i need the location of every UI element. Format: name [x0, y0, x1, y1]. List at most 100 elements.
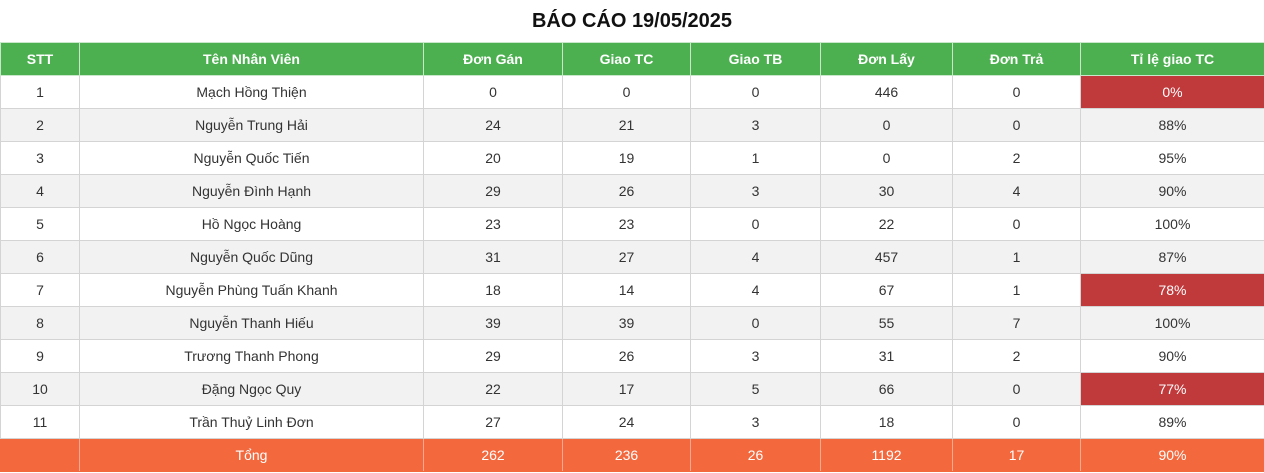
cell-delivered-failed: 4 [690, 273, 821, 307]
header-pickup-orders: Đơn Lấy [820, 42, 953, 76]
cell-success-rate: 0% [1080, 75, 1264, 109]
cell-return-orders: 0 [952, 372, 1081, 406]
cell-assigned-orders: 24 [423, 108, 563, 142]
total-success-rate: 90% [1080, 438, 1264, 472]
cell-success-rate: 90% [1080, 174, 1264, 208]
cell-stt: 2 [0, 108, 80, 142]
report-table: STT Tên Nhân Viên Đơn Gán Giao TC Giao T… [0, 42, 1264, 472]
cell-delivered-success: 26 [562, 174, 691, 208]
cell-return-orders: 1 [952, 240, 1081, 274]
cell-success-rate: 100% [1080, 207, 1264, 241]
cell-delivered-failed: 0 [690, 306, 821, 340]
cell-success-rate: 78% [1080, 273, 1264, 307]
cell-pickup-orders: 457 [820, 240, 953, 274]
cell-delivered-success: 39 [562, 306, 691, 340]
cell-assigned-orders: 23 [423, 207, 563, 241]
cell-return-orders: 2 [952, 141, 1081, 175]
cell-employee-name: Mạch Hồng Thiện [79, 75, 424, 109]
report-title: BÁO CÁO 19/05/2025 [531, 10, 733, 32]
cell-success-rate: 77% [1080, 372, 1264, 406]
table-footer: Tổng 262 236 26 1192 17 90% [0, 438, 1264, 472]
cell-pickup-orders: 446 [820, 75, 953, 109]
cell-delivered-failed: 0 [690, 75, 821, 109]
cell-delivered-failed: 3 [690, 174, 821, 208]
table-row: 8 Nguyễn Thanh Hiếu 39 39 0 55 7 100% [0, 306, 1264, 340]
cell-delivered-failed: 0 [690, 207, 821, 241]
total-stt [0, 438, 80, 472]
cell-return-orders: 0 [952, 207, 1081, 241]
cell-assigned-orders: 0 [423, 75, 563, 109]
table-row: 4 Nguyễn Đình Hạnh 29 26 3 30 4 90% [0, 174, 1264, 208]
cell-return-orders: 0 [952, 75, 1081, 109]
cell-stt: 6 [0, 240, 80, 274]
header-employee-name: Tên Nhân Viên [79, 42, 424, 76]
cell-pickup-orders: 30 [820, 174, 953, 208]
table-body: 1 Mạch Hồng Thiện 0 0 0 446 0 0% 2 Nguyễn Trung H… [0, 75, 1264, 439]
total-return-orders: 17 [952, 438, 1081, 472]
cell-return-orders: 0 [952, 108, 1081, 142]
table-row: 7 Nguyễn Phùng Tuấn Khanh 18 14 4 67 1 78% [0, 273, 1264, 307]
table-row: 5 Hồ Ngọc Hoàng 23 23 0 22 0 100% [0, 207, 1264, 241]
header-assigned-orders: Đơn Gán [423, 42, 563, 76]
total-delivered-success: 236 [562, 438, 691, 472]
header-stt: STT [0, 42, 80, 76]
cell-stt: 4 [0, 174, 80, 208]
total-assigned-orders: 262 [423, 438, 563, 472]
cell-pickup-orders: 0 [820, 141, 953, 175]
cell-success-rate: 87% [1080, 240, 1264, 274]
cell-success-rate: 95% [1080, 141, 1264, 175]
cell-return-orders: 4 [952, 174, 1081, 208]
cell-success-rate: 90% [1080, 339, 1264, 373]
header-row: STT Tên Nhân Viên Đơn Gán Giao TC Giao T… [0, 42, 1264, 76]
cell-return-orders: 7 [952, 306, 1081, 340]
cell-delivered-failed: 3 [690, 108, 821, 142]
cell-delivered-success: 27 [562, 240, 691, 274]
cell-stt: 3 [0, 141, 80, 175]
cell-assigned-orders: 29 [423, 339, 563, 373]
cell-pickup-orders: 31 [820, 339, 953, 373]
total-label: Tổng [79, 438, 424, 472]
header-delivered-failed: Giao TB [690, 42, 821, 76]
cell-stt: 5 [0, 207, 80, 241]
header-delivered-success: Giao TC [562, 42, 691, 76]
cell-pickup-orders: 66 [820, 372, 953, 406]
cell-pickup-orders: 18 [820, 405, 953, 439]
cell-delivered-success: 21 [562, 108, 691, 142]
cell-delivered-failed: 1 [690, 141, 821, 175]
cell-employee-name: Hồ Ngọc Hoàng [79, 207, 424, 241]
table-header: STT Tên Nhân Viên Đơn Gán Giao TC Giao T… [0, 42, 1264, 76]
cell-delivered-success: 17 [562, 372, 691, 406]
cell-assigned-orders: 31 [423, 240, 563, 274]
table-row: 2 Nguyễn Trung Hải 24 21 3 0 0 88% [0, 108, 1264, 142]
cell-employee-name: Nguyễn Phùng Tuấn Khanh [79, 273, 424, 307]
cell-delivered-success: 0 [562, 75, 691, 109]
table-row: 1 Mạch Hồng Thiện 0 0 0 446 0 0% [0, 75, 1264, 109]
cell-delivered-success: 19 [562, 141, 691, 175]
cell-stt: 1 [0, 75, 80, 109]
cell-delivered-failed: 3 [690, 405, 821, 439]
cell-delivered-success: 14 [562, 273, 691, 307]
header-success-rate: Tỉ lệ giao TC [1080, 42, 1264, 76]
cell-return-orders: 1 [952, 273, 1081, 307]
cell-employee-name: Nguyễn Thanh Hiếu [79, 306, 424, 340]
cell-assigned-orders: 18 [423, 273, 563, 307]
cell-delivered-success: 23 [562, 207, 691, 241]
cell-assigned-orders: 39 [423, 306, 563, 340]
cell-delivered-failed: 3 [690, 339, 821, 373]
cell-pickup-orders: 67 [820, 273, 953, 307]
cell-assigned-orders: 27 [423, 405, 563, 439]
cell-stt: 8 [0, 306, 80, 340]
cell-assigned-orders: 22 [423, 372, 563, 406]
cell-delivered-success: 24 [562, 405, 691, 439]
cell-delivered-success: 26 [562, 339, 691, 373]
cell-assigned-orders: 20 [423, 141, 563, 175]
total-row: Tổng 262 236 26 1192 17 90% [0, 438, 1264, 472]
cell-success-rate: 88% [1080, 108, 1264, 142]
table-row: 3 Nguyễn Quốc Tiến 20 19 1 0 2 95% [0, 141, 1264, 175]
cell-employee-name: Nguyễn Quốc Dũng [79, 240, 424, 274]
cell-pickup-orders: 0 [820, 108, 953, 142]
cell-employee-name: Nguyễn Đình Hạnh [79, 174, 424, 208]
cell-stt: 11 [0, 405, 80, 439]
cell-pickup-orders: 55 [820, 306, 953, 340]
cell-delivered-failed: 4 [690, 240, 821, 274]
